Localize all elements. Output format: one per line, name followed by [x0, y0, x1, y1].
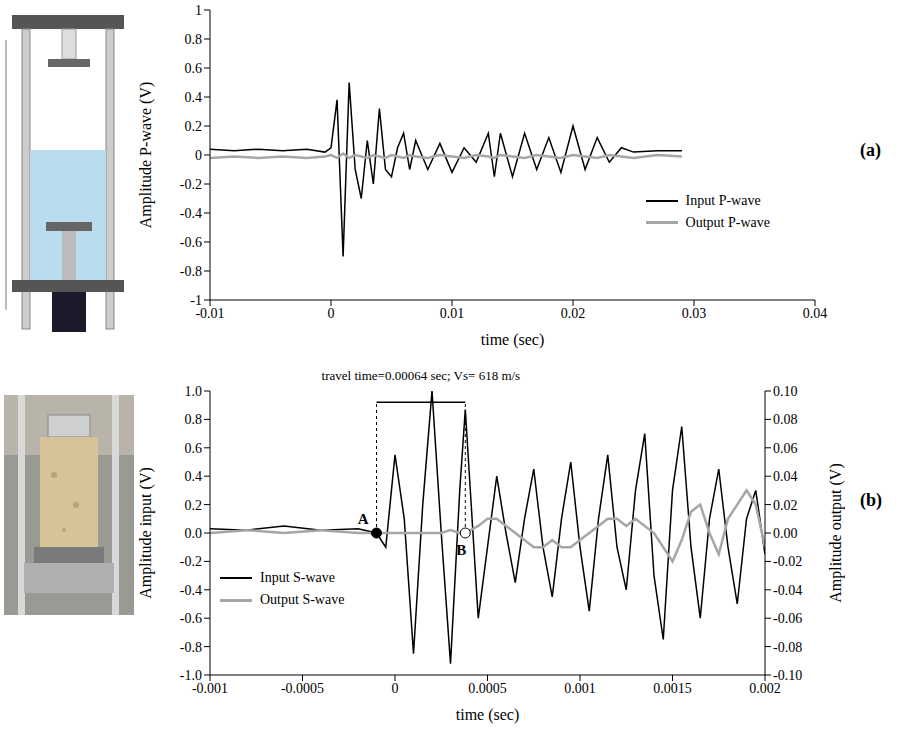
svg-text:0.2: 0.2 — [185, 498, 203, 513]
html-text:Input S-wave: Input S-wave — [260, 570, 335, 586]
svg-text:0.0: 0.0 — [185, 526, 203, 541]
svg-text:-0.6: -0.6 — [180, 235, 202, 250]
svg-text:0.06: 0.06 — [773, 441, 798, 456]
svg-text:0: 0 — [195, 148, 202, 163]
svg-text:0.02: 0.02 — [773, 498, 798, 513]
svg-text:0.4: 0.4 — [185, 469, 203, 484]
html-text:Input P-wave: Input P-wave — [685, 192, 761, 208]
svg-text:A: A — [358, 511, 369, 527]
svg-text:Amplitude input (V): Amplitude input (V) — [137, 467, 155, 599]
svg-text:0.4: 0.4 — [185, 90, 203, 105]
svg-text:0.08: 0.08 — [773, 412, 798, 427]
svg-text:-0.2: -0.2 — [180, 554, 202, 569]
svg-text:0.04: 0.04 — [773, 469, 798, 484]
svg-text:time (sec): time (sec) — [481, 331, 545, 349]
svg-text:0.002: 0.002 — [749, 681, 781, 696]
svg-text:-0.8: -0.8 — [180, 264, 202, 279]
svg-text:0.6: 0.6 — [185, 61, 203, 76]
html-text:(b): (b) — [860, 490, 882, 510]
svg-text:B: B — [456, 542, 466, 558]
svg-text:0.02: 0.02 — [561, 306, 586, 321]
svg-text:-1: -1 — [190, 293, 202, 308]
html-text:Output P-wave: Output P-wave — [685, 214, 770, 230]
svg-text:-1.0: -1.0 — [180, 668, 202, 683]
svg-text:Amplitude output (V): Amplitude output (V) — [827, 463, 845, 603]
svg-text:0.04: 0.04 — [803, 306, 828, 321]
svg-text:0.6: 0.6 — [185, 441, 203, 456]
svg-text:-0.10: -0.10 — [773, 668, 802, 683]
svg-text:0.8: 0.8 — [185, 412, 203, 427]
svg-text:0.8: 0.8 — [185, 32, 203, 47]
html-text:Output S-wave: Output S-wave — [260, 592, 345, 608]
svg-text:0.0005: 0.0005 — [468, 681, 507, 696]
html-text:(a): (a) — [860, 140, 881, 160]
svg-text:time (sec): time (sec) — [456, 706, 520, 724]
svg-text:0: 0 — [392, 681, 399, 696]
svg-text:0.00: 0.00 — [773, 526, 798, 541]
svg-text:-0.0005: -0.0005 — [281, 681, 324, 696]
svg-text:0.001: 0.001 — [564, 681, 596, 696]
svg-text:travel time=0.00064 sec; Vs= 6: travel time=0.00064 sec; Vs= 618 m/s — [322, 368, 521, 383]
svg-text:0: 0 — [328, 306, 335, 321]
svg-text:0.03: 0.03 — [682, 306, 707, 321]
svg-text:-0.2: -0.2 — [180, 177, 202, 192]
svg-text:-0.08: -0.08 — [773, 640, 802, 655]
svg-text:1: 1 — [195, 3, 202, 18]
svg-text:-0.4: -0.4 — [180, 583, 202, 598]
svg-text:-0.06: -0.06 — [773, 611, 802, 626]
svg-text:-0.8: -0.8 — [180, 640, 202, 655]
svg-text:-0.02: -0.02 — [773, 554, 802, 569]
svg-text:0.2: 0.2 — [185, 119, 203, 134]
svg-text:-0.001: -0.001 — [192, 681, 228, 696]
svg-text:-0.6: -0.6 — [180, 611, 202, 626]
svg-text:-0.04: -0.04 — [773, 583, 802, 598]
svg-text:-0.01: -0.01 — [195, 306, 224, 321]
svg-text:Amplitude P-wave (V): Amplitude P-wave (V) — [137, 82, 155, 229]
svg-text:0.10: 0.10 — [773, 384, 798, 399]
svg-text:0.0015: 0.0015 — [653, 681, 692, 696]
svg-text:1.0: 1.0 — [185, 384, 203, 399]
svg-text:0.01: 0.01 — [440, 306, 465, 321]
svg-text:-0.4: -0.4 — [180, 206, 202, 221]
